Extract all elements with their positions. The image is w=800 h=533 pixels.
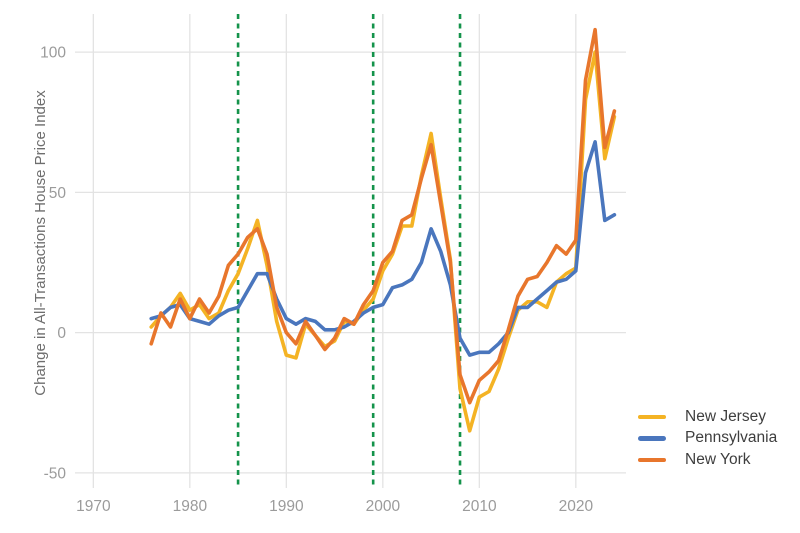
y-tick-label: -50 [44, 465, 67, 482]
legend-item: New Jersey [638, 406, 777, 428]
legend-item: New York [638, 449, 777, 471]
series-line-new-jersey [149, 50, 617, 433]
event-marker-layer [236, 14, 462, 486]
legend-swatch-new-jersey [638, 414, 666, 419]
x-tick-label: 1990 [269, 498, 304, 515]
x-tick-label: 1980 [173, 498, 208, 515]
x-tick-label: 2010 [462, 498, 497, 515]
series-line-pennsylvania [149, 140, 617, 357]
series-line-new-york [149, 27, 617, 405]
series-layer [149, 27, 617, 433]
x-tick-label: 2000 [366, 498, 401, 515]
x-tick-label: 1970 [76, 498, 111, 515]
x-tick-label: 2020 [559, 498, 594, 515]
legend-swatch-pennsylvania [638, 436, 666, 441]
legend: New Jersey Pennsylvania New York [638, 406, 777, 471]
y-tick-label: 100 [40, 45, 66, 62]
legend-label: New York [685, 450, 751, 468]
y-tick-label: 50 [49, 185, 67, 202]
legend-label: New Jersey [685, 407, 766, 425]
grid-layer [75, 14, 626, 488]
y-axis-title: Change in All-Transactions House Price I… [32, 90, 49, 396]
y-tick-label: 0 [57, 325, 66, 342]
legend-label: Pennsylvania [685, 429, 778, 447]
legend-item: Pennsylvania [638, 428, 777, 450]
tick-label-layer: -50 0 50 100 1970 1980 1990 2000 2010 2020 [40, 45, 593, 515]
legend-swatch-new-york [638, 457, 666, 462]
